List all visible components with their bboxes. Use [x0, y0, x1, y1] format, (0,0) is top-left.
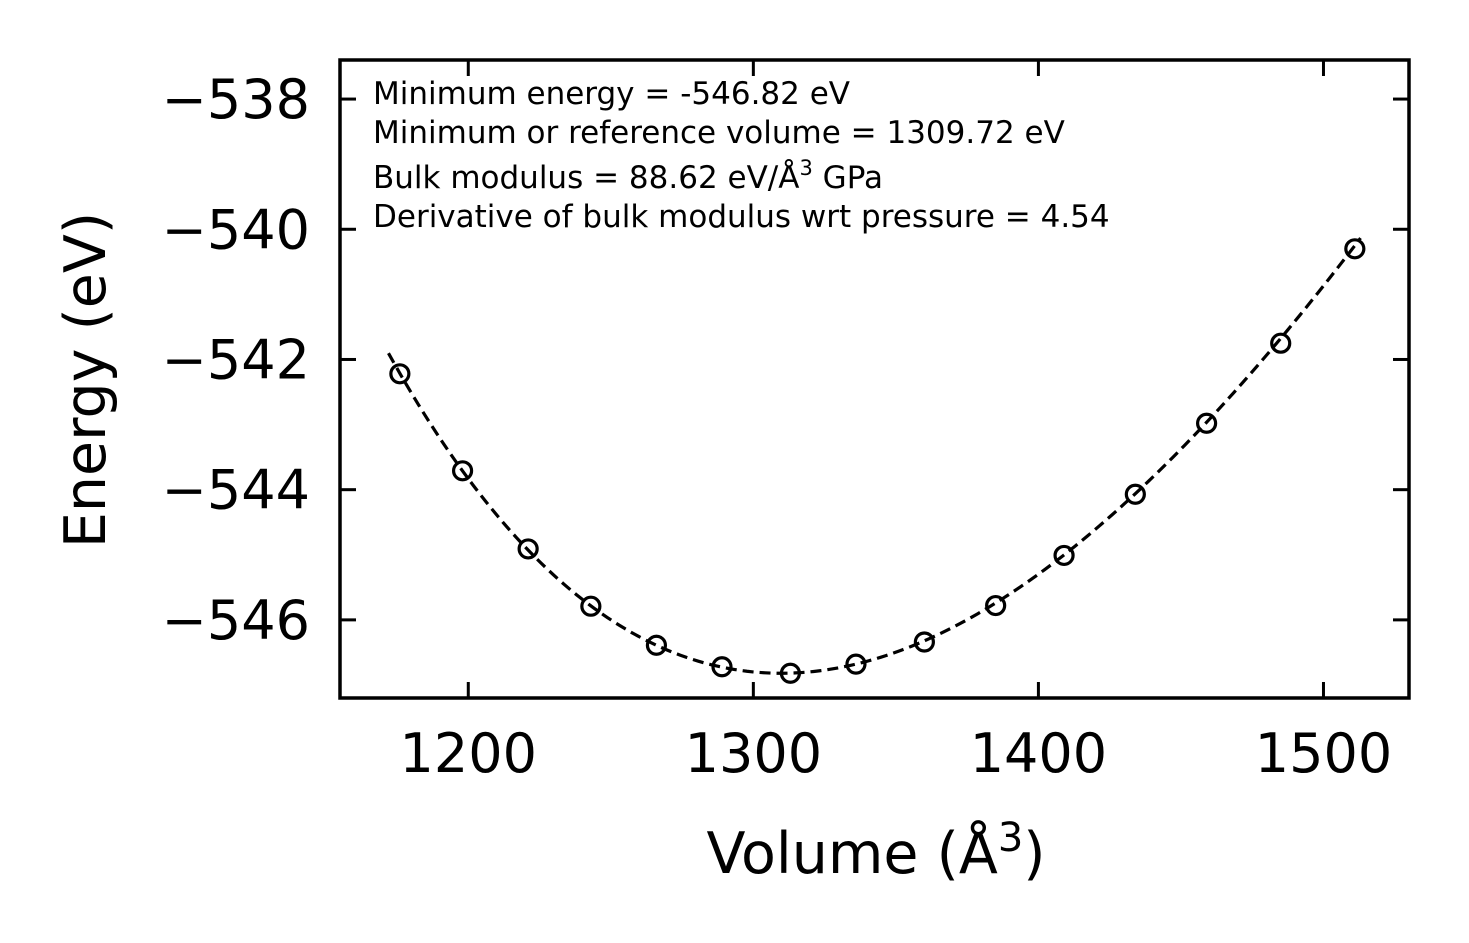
y-axis-label: Energy (eV): [53, 212, 119, 548]
y-tick-label: −544: [162, 459, 310, 522]
y-tick-label: −538: [162, 68, 310, 131]
x-tick-label: 1400: [970, 722, 1107, 785]
annotation-bulk-derivative: Derivative of bulk modulus wrt pressure …: [373, 199, 1110, 235]
annotation-bulk-modulus: Bulk modulus = 88.62 eV/Å3 GPa: [373, 156, 883, 196]
data-point: [779, 662, 802, 684]
annotation-bulk-modulus-unit: GPa: [813, 160, 883, 196]
annotation-ref-volume: Minimum or reference volume = 1309.72 eV: [373, 115, 1065, 151]
data-point: [1053, 544, 1075, 567]
x-axis-label-text: Volume (Å: [706, 819, 997, 887]
data-point: [517, 538, 539, 560]
data-point: [1196, 412, 1218, 434]
data-point: [845, 653, 867, 675]
x-axis-label: Volume (Å3): [706, 815, 1045, 887]
data-point: [1344, 238, 1366, 260]
data-point: [985, 594, 1007, 617]
x-tick-label: 1500: [1255, 722, 1392, 785]
data-point: [1270, 332, 1292, 354]
data-point: [389, 363, 411, 385]
data-points-layer: [389, 238, 1366, 684]
y-tick-label: −546: [162, 589, 310, 652]
plot-frame: [338, 58, 1411, 700]
data-point: [451, 460, 474, 482]
annotation-bulk-modulus-sup: 3: [799, 156, 812, 180]
data-point: [645, 634, 668, 656]
y-tick-label: −542: [162, 328, 310, 391]
x-tick-label: 1200: [400, 722, 537, 785]
data-point: [580, 595, 602, 617]
axis-ticks: 1200 1300 1400 1500 −538 −540 −542 −544 −546: [162, 60, 1409, 785]
x-tick-label: 1300: [685, 722, 822, 785]
annotation-min-energy: Minimum energy = -546.82 eV: [373, 76, 850, 112]
data-point: [711, 656, 733, 678]
data-point: [913, 631, 935, 653]
fit-curve: [387, 237, 1362, 675]
fit-curve-layer: [387, 237, 1362, 675]
x-axis-label-sup: 3: [998, 815, 1023, 861]
annotation-bulk-modulus-text: Bulk modulus = 88.62 eV/Å: [373, 160, 799, 196]
y-tick-label: −540: [162, 198, 310, 261]
data-point: [1124, 483, 1146, 505]
x-axis-label-close: ): [1023, 821, 1045, 887]
